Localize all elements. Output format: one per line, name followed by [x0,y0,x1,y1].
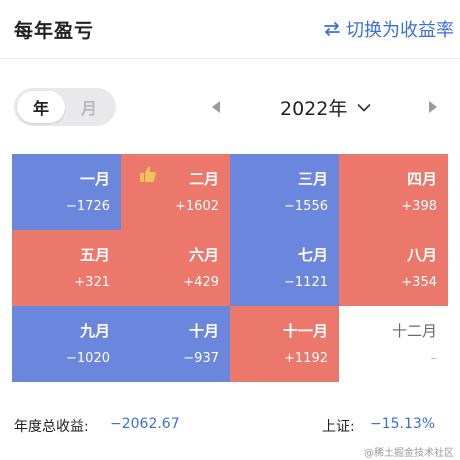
month-name: 三月 [297,170,328,188]
month-pnl-value: −1556 [284,199,328,214]
header-bar: 每年盈亏 切换为收益率 [0,0,460,58]
month-pnl-value: – [430,351,438,366]
month-cell[interactable]: 二月 +1602 [121,154,230,230]
year-navigator: 2022年 [200,92,460,122]
month-cell[interactable]: 四月 +398 [339,154,448,230]
month-cell[interactable]: 九月 −1020 [12,306,121,382]
month-name: 十二月 [391,322,437,340]
annual-total-value: −2062.67 [110,416,180,432]
month-pnl-value: −1121 [284,275,328,290]
year-value: 2022年 [280,98,348,120]
month-cell[interactable]: 七月 −1121 [230,230,339,306]
swap-arrows-icon [324,22,340,36]
toggle-option-month[interactable]: 月 [80,99,97,118]
month-name: 十月 [188,322,219,340]
switch-link-label: 切换为收益率 [346,20,454,41]
header-divider [0,58,460,59]
thumbs-up-icon [140,166,156,182]
month-name: 四月 [406,170,437,188]
index-label: 上证: [322,419,355,435]
chevron-down-icon [358,103,371,111]
triangle-left-icon[interactable] [212,101,220,113]
month-name: 九月 [79,322,110,340]
watermark: @稀土掘金技术社区 [364,448,454,459]
month-pnl-value: +321 [74,275,110,290]
month-name: 八月 [406,246,437,264]
month-cell[interactable]: 六月 +429 [121,230,230,306]
month-cell[interactable]: 十月 −937 [121,306,230,382]
summary-footer: 年度总收益: −2062.67 上证: −15.13% [0,412,460,442]
month-cell[interactable]: 一月 −1726 [12,154,121,230]
month-pnl-value: +1602 [175,199,219,214]
switch-to-return-rate-button[interactable]: 切换为收益率 [322,16,454,42]
month-cell[interactable]: 十一月 +1192 [230,306,339,382]
page-title: 每年盈亏 [14,20,95,42]
month-cell[interactable]: 三月 −1556 [230,154,339,230]
month-name: 二月 [188,170,219,188]
month-name: 十一月 [282,322,328,340]
month-pnl-value: −937 [183,351,219,366]
index-value: −15.13% [370,416,436,432]
year-selector[interactable]: 2022年 [280,94,371,121]
monthly-pnl-grid: 一月 −1726 二月 +1602 三月 −1556 四月 +398 五月 +321 六月 +429 七… [12,154,448,382]
month-cell[interactable]: 八月 +354 [339,230,448,306]
month-pnl-value: +429 [183,275,219,290]
month-pnl-value: +354 [401,275,437,290]
month-name: 五月 [79,246,110,264]
month-cell[interactable]: 十二月 – [339,306,448,382]
month-pnl-value: +1192 [284,351,328,366]
month-pnl-value: −1020 [66,351,110,366]
month-cell[interactable]: 五月 +321 [12,230,121,306]
annual-total-label: 年度总收益: [14,419,89,435]
month-name: 七月 [297,246,328,264]
month-name: 六月 [188,246,219,264]
triangle-right-icon[interactable] [429,101,437,113]
toggle-option-year[interactable]: 年 [17,91,65,123]
month-pnl-value: +398 [401,199,437,214]
month-pnl-value: −1726 [66,199,110,214]
month-name: 一月 [79,170,110,188]
period-toggle[interactable]: 年 月 [14,88,116,126]
